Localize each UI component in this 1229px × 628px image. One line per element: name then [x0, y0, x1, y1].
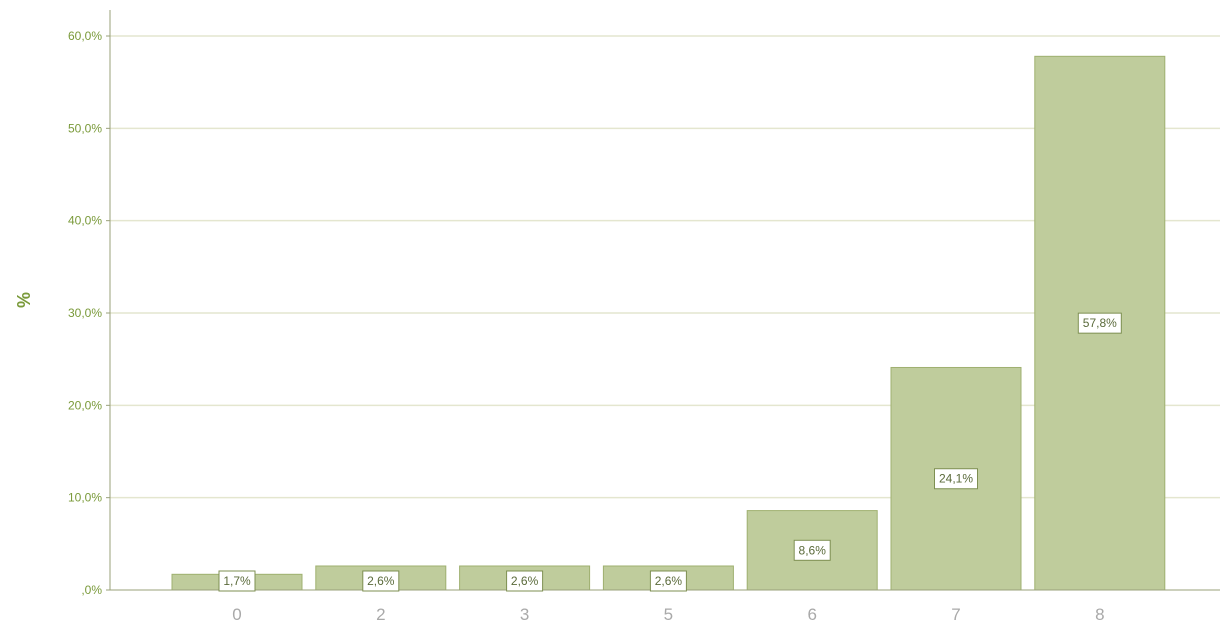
- data-label: 2,6%: [511, 574, 539, 588]
- axis-layer: ,0% 10,0% 20,0% 30,0% 40,0% 50,0% 60,0% 0 2 3 5 6 7 8: [68, 10, 1220, 624]
- data-label: 1,7%: [223, 574, 251, 588]
- x-tick-label: 7: [951, 605, 960, 624]
- data-label-box: [934, 468, 978, 490]
- data-label-box: [793, 539, 831, 561]
- y-tick-label: 50,0%: [68, 121, 102, 135]
- x-tick-label: 8: [1095, 605, 1104, 624]
- y-tick-label: 20,0%: [68, 398, 102, 412]
- y-tick-label: ,0%: [81, 583, 102, 597]
- data-label-box: [649, 570, 687, 592]
- x-tick-label: 6: [807, 605, 816, 624]
- x-tick-label: 3: [520, 605, 529, 624]
- data-label-box: [362, 570, 400, 592]
- y-axis-title: %: [14, 292, 34, 308]
- x-tick-label: 5: [664, 605, 673, 624]
- data-label-box: [1077, 312, 1122, 334]
- x-tick-label: 0: [232, 605, 241, 624]
- data-label: 24,1%: [939, 472, 973, 486]
- data-label-box: [218, 570, 256, 592]
- data-label: 2,6%: [655, 574, 683, 588]
- y-tick-label: 10,0%: [68, 491, 102, 505]
- y-tick-label: 30,0%: [68, 306, 102, 320]
- data-label: 2,6%: [367, 574, 395, 588]
- data-label-box: [506, 570, 544, 592]
- label-layer: 1,7% 2,6% 2,6% 2,6% 8,6% 24,1% 57,8%: [218, 312, 1122, 592]
- y-tick-label: 40,0%: [68, 214, 102, 228]
- data-label: 8,6%: [799, 543, 827, 557]
- data-label: 57,8%: [1083, 316, 1117, 330]
- x-tick-label: 2: [376, 605, 385, 624]
- bar-layer: [171, 55, 1166, 591]
- y-tick-label: 60,0%: [68, 29, 102, 43]
